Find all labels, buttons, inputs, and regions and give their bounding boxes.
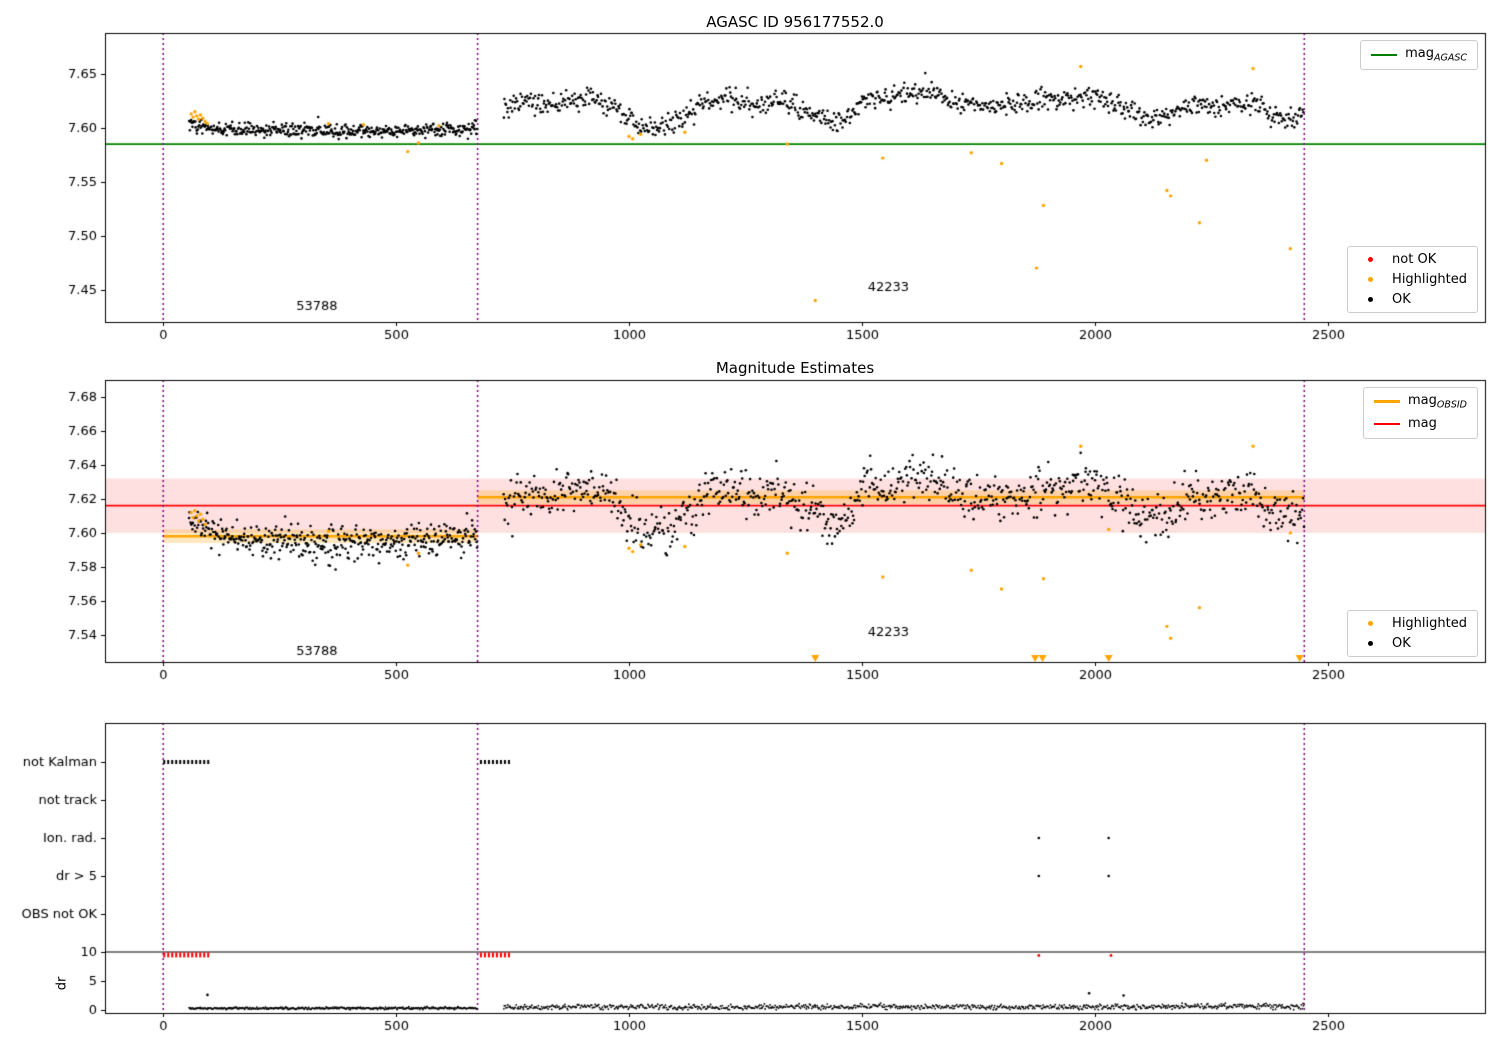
panel2-legend-points: Highlighted OK	[1347, 610, 1478, 657]
mag-label: mag	[1407, 415, 1437, 431]
legend-entry-mag: mag	[1373, 415, 1467, 434]
not-ok-dot-swatch	[1368, 257, 1374, 262]
panel1-legend-lines: magAGASC	[1360, 40, 1478, 70]
legend-entry-ok: OK	[1358, 292, 1467, 307]
legend-entry-highlighted-2: Highlighted	[1358, 616, 1467, 631]
legend-entry-mag-agasc: magAGASC	[1371, 46, 1467, 64]
mag-agasc-line-swatch	[1371, 53, 1398, 56]
dr-axis-label: dr	[54, 976, 70, 991]
ok-dot-swatch	[1368, 641, 1374, 646]
not-ok-label: not OK	[1392, 252, 1437, 267]
legend-entry-not-ok: not OK	[1358, 252, 1467, 267]
highlighted-dot-swatch	[1368, 277, 1374, 282]
panel1-legend-points: not OK Highlighted OK	[1347, 246, 1478, 313]
highlighted-label: Highlighted	[1392, 616, 1467, 631]
legend-entry-highlighted: Highlighted	[1358, 272, 1467, 287]
panel2-title: Magnitude Estimates	[715, 359, 875, 377]
mag-line-swatch	[1373, 423, 1400, 426]
ok-dot-swatch	[1368, 297, 1374, 302]
ok-label: OK	[1392, 636, 1411, 651]
highlighted-dot-swatch	[1368, 621, 1374, 626]
mag-agasc-label: magAGASC	[1405, 46, 1467, 64]
panel1-title: AGASC ID 956177552.0	[706, 13, 884, 31]
panel2-legend-lines: magOBSID mag	[1362, 387, 1478, 440]
mag-obsid-label: magOBSID	[1407, 393, 1467, 411]
highlighted-label: Highlighted	[1392, 272, 1467, 287]
legend-entry-mag-obsid: magOBSID	[1373, 393, 1467, 411]
mag-obsid-line-swatch	[1373, 400, 1400, 404]
ok-label: OK	[1392, 292, 1411, 307]
legend-entry-ok-2: OK	[1358, 636, 1467, 651]
